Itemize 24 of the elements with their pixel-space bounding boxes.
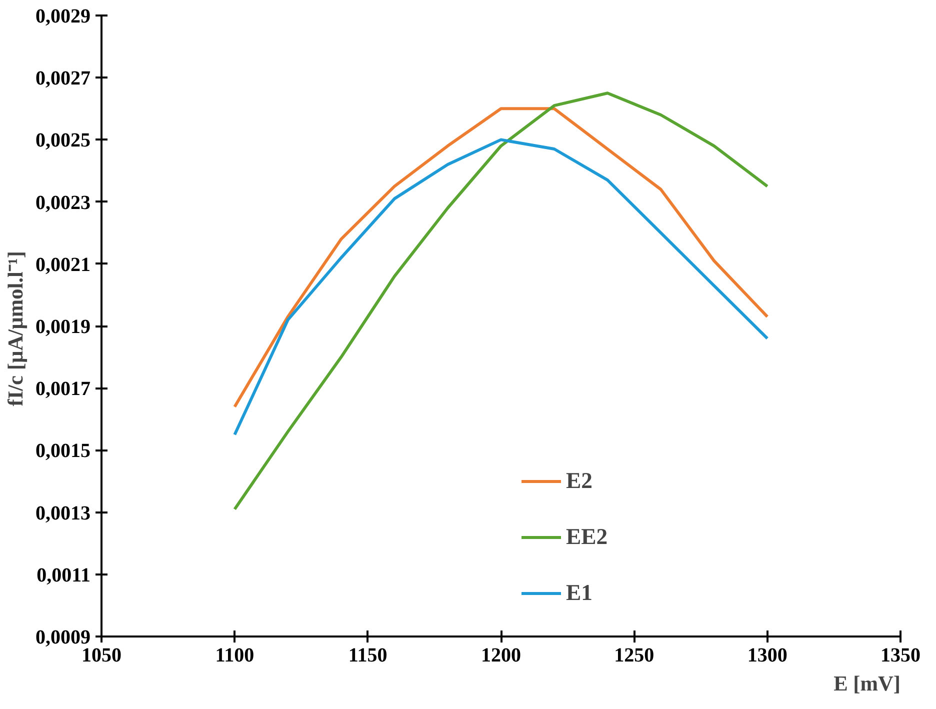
x-axis-title: E [mV] <box>834 672 901 696</box>
line-series <box>233 138 769 436</box>
legend-label: E1 <box>566 580 592 606</box>
y-axis-title: fI/c [µA/µmol.l⁻¹] <box>4 251 28 406</box>
y-tick-label: 0,0011 <box>36 564 91 586</box>
y-tick-label: 0,0019 <box>36 316 90 338</box>
line-series <box>233 92 769 511</box>
x-tick-label: 1150 <box>348 644 388 666</box>
y-tick-label: 0,0027 <box>36 68 90 90</box>
y-tick-label: 0,0013 <box>36 502 90 524</box>
x-tick-label: 1250 <box>614 644 654 666</box>
x-tick-label: 1300 <box>747 644 788 666</box>
x-tick-label: 1350 <box>880 644 920 666</box>
legend-label: E2 <box>566 468 592 494</box>
y-tick-label: 0,0021 <box>36 254 90 276</box>
y-tick-label: 0,0017 <box>36 378 90 400</box>
y-tick-label: 0,0025 <box>36 130 90 152</box>
y-tick-label: 0,0023 <box>36 192 90 214</box>
x-tick-label: 1100 <box>215 644 254 666</box>
x-tick-label: 1200 <box>481 644 521 666</box>
y-tick-label: 0,0029 <box>36 6 90 28</box>
legend-label: EE2 <box>566 524 608 550</box>
y-tick-label: 0,0015 <box>36 440 90 462</box>
line-series <box>233 107 769 408</box>
